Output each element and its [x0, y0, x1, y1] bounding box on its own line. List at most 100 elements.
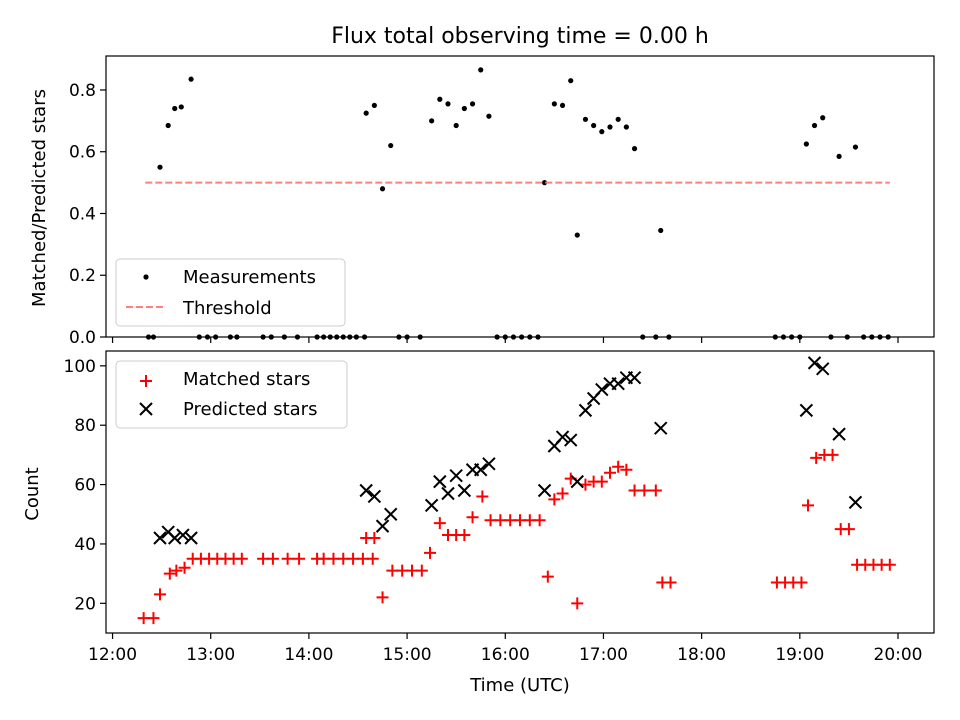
predicted-star-point — [424, 498, 439, 513]
measurement-point — [429, 118, 435, 124]
measurement-point — [486, 113, 492, 119]
matched-star-point — [293, 552, 306, 565]
matched-star-point — [795, 576, 808, 589]
predicted-star-point — [832, 427, 846, 441]
measurement-point — [599, 129, 605, 135]
measurement-point — [811, 122, 818, 129]
x-axis-label: Time (UTC) — [469, 675, 570, 696]
matched-star-point — [571, 597, 584, 610]
matched-star-point — [433, 517, 446, 530]
legend-predicted-marker — [139, 402, 153, 416]
legend-measurements-marker — [143, 274, 149, 280]
measurement-point — [178, 104, 184, 110]
x-tick-label: 18:00 — [677, 645, 726, 665]
predicted-star-point — [359, 483, 373, 498]
predicted-star-point — [816, 362, 830, 376]
legend-threshold-label: Threshold — [182, 298, 272, 319]
predicted-star-point — [367, 489, 382, 504]
matched-star-point — [147, 612, 160, 625]
predicted-star-point — [433, 474, 447, 489]
matched-star-point — [415, 564, 428, 577]
measurement-point — [388, 142, 394, 149]
measurement-point — [582, 116, 589, 122]
matched-star-point — [476, 490, 489, 503]
bottom-y-tick-label: 60 — [74, 476, 96, 496]
predicted-star-point — [449, 468, 463, 483]
matched-star-point — [281, 552, 294, 565]
matched-star-point — [541, 570, 554, 583]
bottom-axes-frame — [105, 350, 935, 634]
matched-star-point — [548, 493, 561, 506]
top-y-tick-label: 0.2 — [69, 266, 96, 286]
matched-star-point — [810, 451, 823, 464]
top-y-tick-label: 0.0 — [69, 328, 96, 348]
predicted-star-point — [654, 421, 668, 435]
legend-predicted-label: Predicted stars — [183, 399, 317, 420]
measurement-point — [478, 67, 484, 73]
predicted-star-point — [564, 433, 578, 447]
ratio-panel: Flux total observing time = 0.00 h Match… — [29, 24, 935, 348]
bottom-y-tick-label: 20 — [74, 594, 96, 614]
predicted-star-point — [807, 356, 822, 370]
predicted-star-point — [375, 519, 390, 533]
matched-star-point — [368, 532, 381, 545]
x-tick-label: 19:00 — [775, 645, 824, 665]
matched-star-point — [883, 558, 896, 571]
bottom-legend-box — [115, 360, 348, 429]
top-legend-box — [115, 258, 346, 327]
measurement-point — [363, 110, 369, 116]
measurement-point — [379, 186, 386, 192]
matched-star-point — [620, 463, 633, 476]
measurement-point — [157, 164, 163, 170]
matched-star-point — [466, 511, 479, 524]
top-y-tick-label: 0.8 — [69, 81, 96, 101]
measurement-point — [469, 101, 476, 107]
matched-star-point — [612, 460, 625, 473]
matched-star-point — [376, 591, 389, 604]
predicted-star-point — [578, 403, 593, 418]
bottom-y-axis-label: Count — [22, 467, 43, 520]
matched-star-point — [664, 576, 677, 589]
x-tick-label: 12:00 — [88, 645, 137, 665]
legend-matched-marker — [140, 375, 152, 387]
bottom-y-tick-label: 100 — [64, 357, 96, 377]
measurement-point — [559, 102, 566, 109]
predicted-star-point — [848, 495, 863, 510]
measurement-point — [461, 105, 467, 112]
top-y-axis-label: Matched/Predicted stars — [29, 89, 50, 307]
measurement-point — [453, 122, 459, 129]
measurement-point — [574, 232, 580, 238]
predicted-star-point — [537, 483, 552, 498]
matched-star-point — [366, 552, 379, 565]
matched-star-point — [802, 499, 814, 512]
x-tick-label: 16:00 — [481, 645, 530, 665]
top-x-axis — [111, 337, 899, 343]
top-y-tick-label: 0.6 — [69, 143, 96, 163]
matched-star-point — [533, 514, 546, 527]
measurement-point — [623, 124, 629, 130]
predicted-star-point — [570, 474, 584, 489]
bottom-y-axis: 20 40 60 80 100 — [64, 357, 106, 614]
x-tick-label: 13:00 — [186, 645, 235, 665]
predicted-star-point — [627, 371, 642, 385]
matched-star-point — [424, 546, 436, 559]
measurement-point — [836, 153, 842, 159]
bottom-y-tick-label: 80 — [74, 416, 96, 436]
x-tick-label: 15:00 — [383, 645, 432, 665]
bottom-plot-area — [137, 356, 896, 625]
measurement-point — [551, 101, 557, 107]
predicted-star-point — [441, 486, 455, 501]
x-tick-label: 17:00 — [579, 645, 628, 665]
top-y-axis: 0.0 0.2 0.4 0.6 0.8 — [69, 81, 106, 348]
matched-star-point — [170, 564, 183, 577]
predicted-star-point — [176, 528, 190, 542]
x-tick-label: 14:00 — [284, 645, 333, 665]
measurement-point — [607, 124, 613, 130]
legend-matched-label: Matched stars — [183, 369, 310, 390]
measurement-point — [541, 180, 548, 186]
predicted-star-point — [384, 507, 398, 521]
predicted-star-point — [168, 531, 182, 545]
measurement-point — [591, 122, 597, 129]
matched-star-point — [595, 475, 608, 488]
